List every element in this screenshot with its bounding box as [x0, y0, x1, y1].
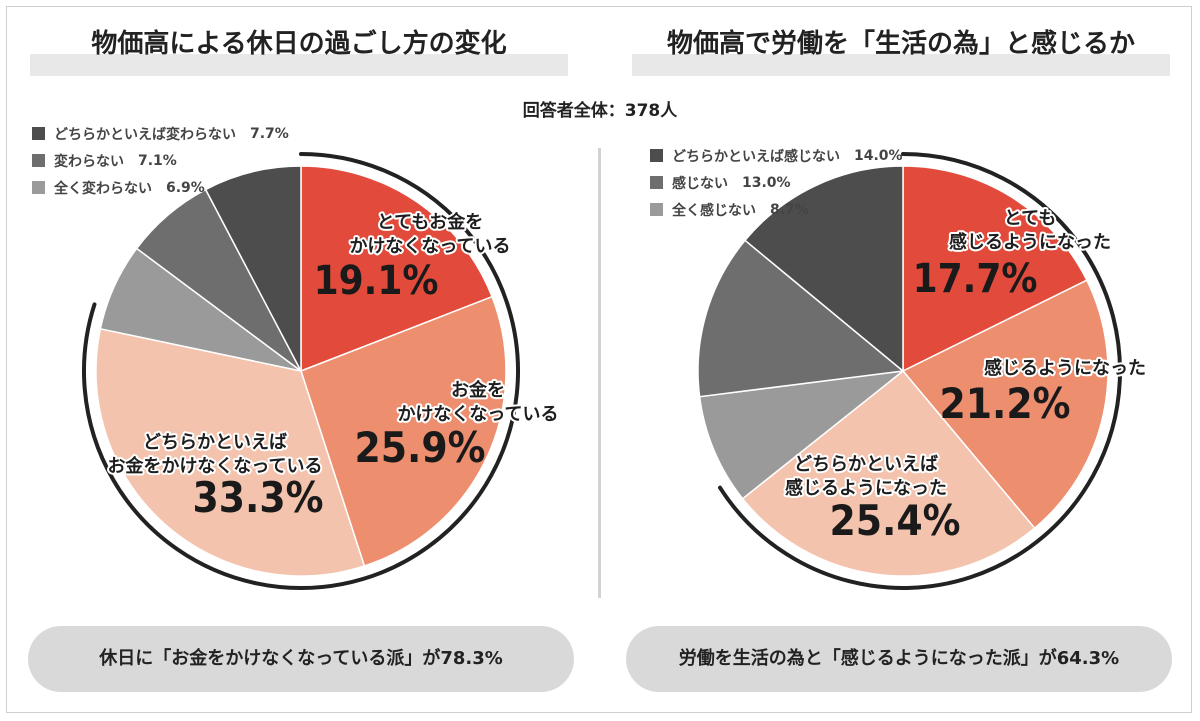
- left-pie-chart: とてもお金をかけなくなっている19.1%お金をかけなくなっている25.9%どちら…: [82, 152, 561, 590]
- slice-label-1-line-2: かけなくなっている: [349, 236, 510, 257]
- slice-percent-2: 21.2%: [939, 379, 1070, 428]
- left-summary-text: 休日に「お金をかけなくなっている派」が78.3%: [99, 648, 503, 669]
- legend-item-1: どちらかといえば感じない 14.0%: [650, 142, 903, 169]
- legend-swatch: [650, 203, 663, 216]
- legend-label: 全く感じない: [672, 202, 756, 219]
- slice-label-1-line-1: とても: [1004, 208, 1057, 229]
- legend-item-2: 変わらない 7.1%: [32, 147, 289, 174]
- left-summary-pill: 休日に「お金をかけなくなっている派」が78.3%: [28, 626, 574, 692]
- slice-label-2-line-1: 感じるようになった: [984, 357, 1146, 379]
- chart-divider: [598, 148, 601, 598]
- legend-label: 変わらない: [54, 153, 124, 170]
- highlight-arc: [718, 152, 1122, 590]
- figure-frame: [6, 6, 1192, 713]
- legend-percent: 14.0%: [854, 147, 903, 164]
- slice-label-1-line-2: 感じるようになった: [949, 231, 1111, 253]
- legend-percent: 7.1%: [138, 152, 177, 169]
- respondent-count: 回答者全体：378人: [522, 101, 678, 121]
- legend-label: どちらかといえば変わらない: [54, 126, 236, 143]
- legend-swatch: [650, 176, 663, 189]
- legend-item-3: 全く感じない 8.7%: [650, 196, 903, 223]
- slice-label-1-line-1: とてもお金を: [377, 211, 484, 233]
- highlight-arc: [82, 152, 520, 590]
- legend-percent: 7.7%: [250, 125, 289, 142]
- legend-percent: 8.7%: [770, 201, 809, 218]
- pie-slice-4: [698, 369, 906, 500]
- slice-label-3-line-1: どちらかといえば: [794, 454, 938, 475]
- slice-label-3-line-2: お金をかけなくなっている: [107, 455, 322, 477]
- legend-percent: 13.0%: [742, 174, 791, 191]
- legend-swatch: [32, 127, 45, 140]
- left-title-text: 物価高による休日の過ごし方の変化: [91, 29, 507, 59]
- slice-label-2-line-2: かけなくなっている: [397, 404, 558, 425]
- left-chart-title: 物価高による休日の過ごし方の変化: [30, 24, 568, 76]
- slice-percent-3: 33.3%: [192, 473, 323, 522]
- right-summary-pill: 労働を生活の為と「感じるようになった派」が64.3%: [626, 626, 1172, 692]
- legend-label: 全く変わらない: [54, 180, 152, 197]
- pie-slice-6: [743, 165, 904, 373]
- legend-swatch: [650, 149, 663, 162]
- legend-swatch: [32, 154, 45, 167]
- right-chart-title: 物価高で労働を「生活の為」と感じるか: [632, 24, 1170, 76]
- pie-slice-3: [741, 369, 1036, 577]
- left-legend: どちらかといえば変わらない 7.7% 変わらない 7.1% 全く変わらない 6.9%: [32, 120, 289, 201]
- slice-label-2-line-1: お金を: [451, 379, 505, 401]
- right-summary-text: 労働を生活の為と「感じるようになった派」が64.3%: [678, 648, 1120, 669]
- legend-item-2: 感じない 13.0%: [650, 169, 903, 196]
- pie-slice-6: [204, 165, 302, 372]
- slice-percent-2: 25.9%: [354, 423, 485, 472]
- right-title-underline: [632, 54, 1170, 76]
- legend-item-1: どちらかといえば変わらない 7.7%: [32, 120, 289, 147]
- pie-slice-5: [697, 239, 905, 398]
- legend-item-3: 全く変わらない 6.9%: [32, 174, 289, 201]
- pie-slice-1: [300, 165, 494, 373]
- slice-percent-3: 25.4%: [829, 496, 960, 545]
- pie-slice-2: [300, 295, 507, 567]
- legend-label: どちらかといえば感じない: [672, 148, 840, 165]
- slice-label-3-line-2: 感じるようになった: [785, 477, 947, 499]
- right-title-text: 物価高で労働を「生活の為」と感じるか: [666, 29, 1135, 59]
- left-title-underline: [30, 54, 568, 76]
- slice-label-3-line-1: どちらかといえば: [143, 432, 287, 453]
- right-pie-chart: とても感じるようになった17.7%感じるようになった21.2%どちらかといえば感…: [697, 152, 1148, 590]
- legend-label: 感じない: [672, 175, 728, 192]
- right-legend: どちらかといえば感じない 14.0% 感じない 13.0% 全く感じない 8.7%: [650, 142, 903, 223]
- legend-percent: 6.9%: [166, 179, 205, 196]
- slice-percent-1: 19.1%: [314, 258, 439, 304]
- pie-slice-3: [95, 327, 366, 577]
- pie-slice-1: [902, 165, 1088, 373]
- slice-percent-1: 17.7%: [913, 256, 1038, 302]
- pie-slice-2: [901, 279, 1109, 530]
- legend-swatch: [32, 181, 45, 194]
